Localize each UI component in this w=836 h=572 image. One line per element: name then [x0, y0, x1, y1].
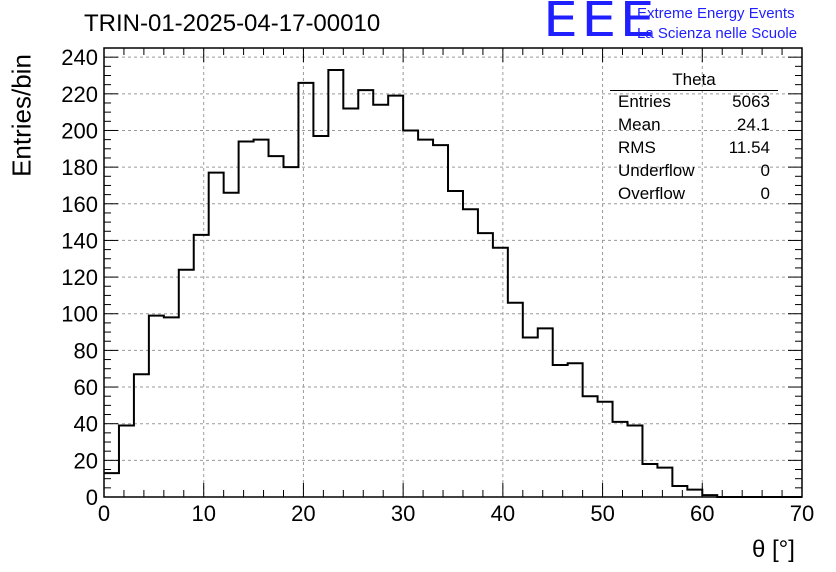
y-tick-label: 40 — [74, 412, 98, 437]
histogram-bin — [657, 468, 672, 497]
logo-subtitle-1: Extreme Energy Events — [637, 5, 795, 22]
histogram-line — [104, 68, 802, 498]
histogram-bin — [149, 316, 164, 497]
stats-key: Mean — [618, 115, 661, 134]
y-tick-label: 0 — [86, 485, 98, 510]
histogram-bin — [463, 209, 478, 497]
histogram-bin — [628, 426, 643, 497]
stats-key: Entries — [618, 92, 671, 111]
x-axis-label: θ [°] — [752, 536, 795, 563]
logo-subtitle-2: La Scienza nelle Scuole — [637, 25, 798, 42]
histogram-bin — [254, 140, 269, 497]
x-tick-label: 20 — [291, 501, 315, 526]
x-tick-label: 60 — [690, 501, 714, 526]
stats-row-rms: RMS 11.54 — [610, 136, 778, 159]
histogram-bin — [598, 402, 613, 497]
x-tick-label: 30 — [391, 501, 415, 526]
histogram-bin — [388, 96, 403, 497]
histogram-bin — [134, 374, 149, 497]
histogram-bin — [433, 145, 448, 497]
y-tick-label: 60 — [74, 375, 98, 400]
histogram-bin — [119, 426, 134, 497]
histogram-bin — [538, 328, 553, 497]
y-tick-label: 100 — [61, 302, 98, 327]
y-tick-label: 80 — [74, 338, 98, 363]
x-tick-label: 10 — [191, 501, 215, 526]
eee-logo: EEE — [543, 0, 658, 48]
histogram-bin — [283, 167, 298, 497]
histogram-bin — [448, 191, 463, 497]
histogram-bin — [269, 156, 284, 497]
x-tick-label: 50 — [590, 501, 614, 526]
stats-key: RMS — [618, 138, 656, 157]
histogram-bin — [343, 108, 358, 497]
histogram-bin — [298, 83, 313, 497]
y-tick-label: 140 — [61, 228, 98, 253]
stats-row-mean: Mean 24.1 — [610, 113, 778, 136]
y-tick-label: 220 — [61, 82, 98, 107]
stats-row-underflow: Underflow 0 — [610, 159, 778, 182]
y-tick-label: 240 — [61, 45, 98, 70]
y-tick-label: 20 — [74, 448, 98, 473]
histogram-bin — [239, 141, 254, 497]
histogram-bin — [687, 490, 702, 497]
stats-value: 11.54 — [728, 138, 770, 157]
stats-value: 5063 — [732, 92, 770, 111]
plot-frame — [103, 47, 803, 498]
histogram-bin — [418, 140, 433, 497]
histogram-bin — [642, 464, 657, 497]
stats-row-overflow: Overflow 0 — [610, 182, 778, 205]
histogram-bin — [328, 70, 343, 497]
x-tick-label: 0 — [98, 501, 110, 526]
y-tick-label: 180 — [61, 155, 98, 180]
stats-value: 0 — [760, 184, 770, 203]
histogram-bin — [403, 130, 418, 497]
y-tick-label: 200 — [61, 118, 98, 143]
histogram-bin — [179, 270, 194, 497]
stats-value: 0 — [760, 161, 770, 180]
histogram-bin — [313, 136, 328, 497]
histogram-bin — [568, 363, 583, 497]
histogram-bin — [583, 396, 598, 497]
histogram-bin — [493, 248, 508, 497]
stats-row-entries: Entries 5063 — [610, 90, 778, 113]
chart-title: TRIN-01-2025-04-17-00010 — [84, 10, 381, 37]
histogram-bin — [478, 233, 493, 497]
histogram-bin — [613, 422, 628, 497]
stats-title: Theta — [672, 70, 716, 89]
histogram-bin — [672, 486, 687, 497]
histogram-bin — [224, 193, 239, 497]
histogram-bin — [209, 173, 224, 497]
y-tick-label: 120 — [61, 265, 98, 290]
histogram-bin — [104, 473, 119, 497]
stats-box: Theta Entries 5063 Mean 24.1 RMS 11.54 U… — [610, 70, 778, 205]
histogram-bin — [508, 303, 523, 497]
y-axis-label: Entries/bin — [6, 54, 37, 177]
stats-value: 24.1 — [736, 115, 770, 134]
histogram-bin — [358, 90, 373, 497]
x-tick-label: 40 — [491, 501, 515, 526]
x-tick-label: 70 — [790, 501, 814, 526]
histogram-bin — [553, 365, 568, 497]
histogram-bin — [194, 235, 209, 497]
y-tick-label: 160 — [61, 192, 98, 217]
histogram-bin — [373, 105, 388, 497]
stats-divider — [610, 90, 778, 91]
stats-key: Underflow — [618, 161, 695, 180]
histogram-bin — [523, 338, 538, 497]
stats-key: Overflow — [618, 184, 686, 203]
histogram-bin — [164, 317, 179, 497]
